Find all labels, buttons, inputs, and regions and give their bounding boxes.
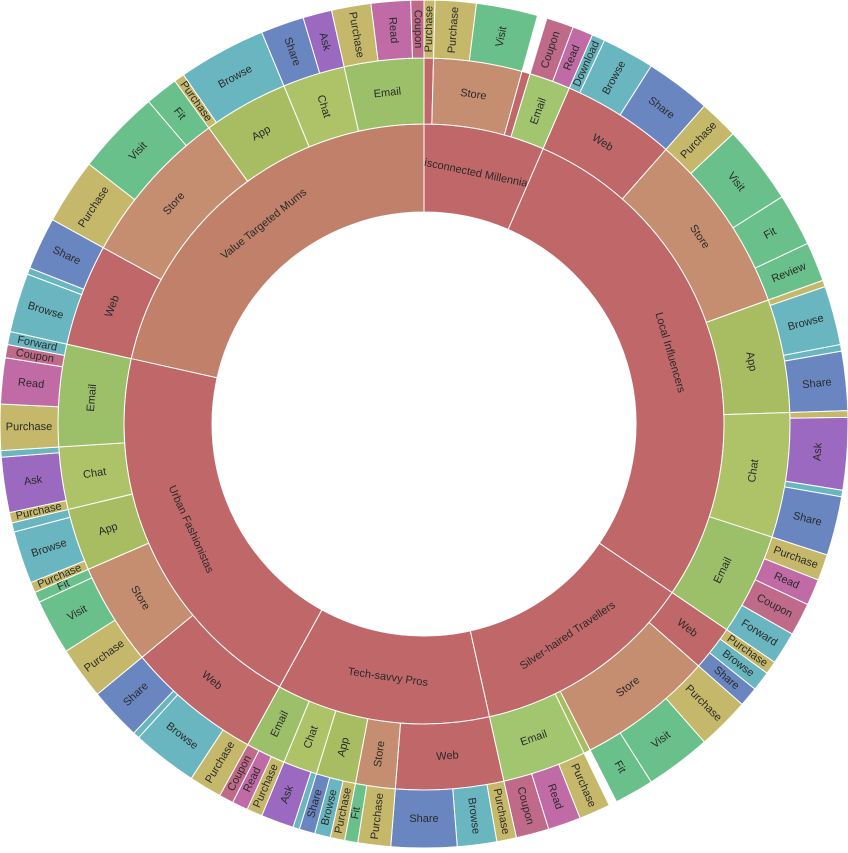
action-label: Share (802, 376, 832, 391)
action-label: Purchase (423, 6, 436, 53)
action-label: Fit (171, 105, 188, 122)
action-label: Ask (23, 474, 43, 489)
action-label: Purchase (6, 421, 53, 433)
action-label: Ask (811, 442, 824, 462)
action-slice[interactable] (589, 732, 652, 803)
ring-channels: StoreEmailWebStoreAppChatEmailWebStoreEm… (57, 57, 791, 791)
channel-label: Store (459, 87, 487, 103)
channel-label: Chat (746, 459, 761, 484)
action-label: Browse (465, 797, 482, 835)
action-label: Purchase (369, 792, 386, 840)
channel-label: App (743, 351, 758, 372)
action-label: Coupon (411, 10, 424, 49)
channel-label: App (97, 521, 119, 539)
action-label: Fit (349, 806, 363, 820)
channel-label: Chat (82, 466, 107, 481)
action-slice[interactable] (410, 0, 425, 59)
channel-label: Email (373, 86, 402, 101)
channel-label: Store (372, 740, 387, 768)
action-label: Fit (762, 226, 779, 242)
channel-label: App (336, 736, 352, 758)
action-label: Read (17, 376, 44, 391)
channel-label: Email (85, 384, 99, 412)
action-label: Share (409, 813, 438, 825)
action-label: Visit (494, 25, 510, 48)
action-label: Read (386, 17, 400, 44)
channel-label: Web (436, 749, 459, 763)
action-label: Ask (316, 31, 332, 52)
action-label: Fit (611, 759, 627, 776)
action-slice[interactable] (468, 2, 539, 72)
action-label: Purchase (446, 6, 461, 53)
